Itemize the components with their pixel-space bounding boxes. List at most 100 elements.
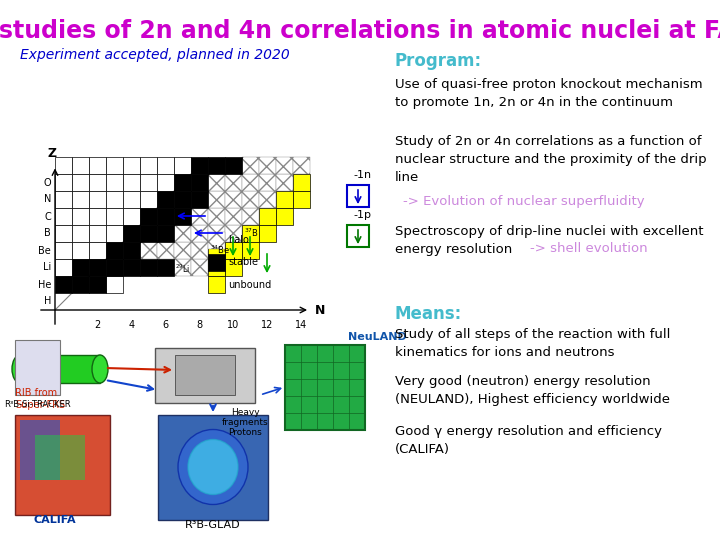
Bar: [72, 276, 89, 293]
Bar: [225, 191, 242, 208]
Text: unbound: unbound: [228, 280, 271, 289]
Text: -1n: -1n: [353, 170, 371, 180]
Bar: [208, 191, 225, 208]
Bar: [106, 259, 123, 276]
Bar: [157, 225, 174, 242]
Text: Means:: Means:: [395, 305, 462, 323]
Bar: [157, 174, 174, 191]
Bar: [157, 191, 174, 208]
Bar: [72, 259, 89, 276]
Text: -> Evolution of nuclear superfluidity: -> Evolution of nuclear superfluidity: [403, 195, 644, 208]
Bar: [191, 157, 208, 174]
Text: Study of 2n or 4n correlations as a function of
nuclear structure and the proxim: Study of 2n or 4n correlations as a func…: [395, 135, 706, 184]
Bar: [208, 259, 225, 276]
Bar: [174, 208, 191, 225]
Bar: [225, 259, 242, 276]
Bar: [140, 242, 157, 259]
Text: RIB from
Super-FRS: RIB from Super-FRS: [15, 388, 65, 410]
Bar: [55, 191, 72, 208]
Text: CALIFA: CALIFA: [34, 515, 76, 525]
Text: 8: 8: [197, 320, 202, 330]
Bar: [285, 345, 365, 430]
Text: Z: Z: [48, 147, 57, 160]
Text: $^{37}$B: $^{37}$B: [244, 227, 259, 239]
Text: Protons: Protons: [228, 428, 262, 437]
Text: Experiment accepted, planned in 2020: Experiment accepted, planned in 2020: [20, 48, 290, 62]
Bar: [208, 232, 225, 249]
Bar: [259, 174, 276, 191]
Bar: [242, 174, 259, 191]
Bar: [55, 208, 72, 225]
Text: N: N: [315, 303, 325, 316]
Bar: [55, 259, 72, 276]
Text: stable: stable: [228, 258, 258, 267]
Bar: [225, 208, 242, 225]
Bar: [225, 157, 242, 174]
Bar: [123, 225, 140, 242]
Bar: [72, 242, 89, 259]
Bar: [123, 242, 140, 259]
Bar: [55, 174, 72, 191]
Bar: [123, 157, 140, 174]
Bar: [242, 208, 259, 225]
Bar: [106, 225, 123, 242]
Bar: [225, 174, 242, 191]
Bar: [242, 157, 259, 174]
Bar: [123, 208, 140, 225]
Bar: [89, 225, 106, 242]
Bar: [140, 157, 157, 174]
Bar: [72, 208, 89, 225]
Text: Heavy
fragments: Heavy fragments: [222, 408, 269, 427]
Bar: [89, 191, 106, 208]
Bar: [123, 191, 140, 208]
Ellipse shape: [178, 429, 248, 504]
Text: 4: 4: [128, 320, 135, 330]
Bar: [191, 225, 208, 242]
Bar: [106, 174, 123, 191]
Text: Use of quasi-free proton knockout mechanism
to promote 1n, 2n or 4n in the conti: Use of quasi-free proton knockout mechan…: [395, 78, 703, 109]
Bar: [157, 157, 174, 174]
Bar: [191, 208, 208, 225]
Bar: [259, 225, 276, 242]
Bar: [157, 259, 174, 276]
Text: O: O: [43, 178, 51, 187]
Bar: [140, 191, 157, 208]
Bar: [158, 415, 268, 520]
Bar: [155, 348, 255, 403]
Bar: [276, 174, 293, 191]
Bar: [20, 420, 60, 480]
Text: R³B-GLAD: R³B-GLAD: [185, 520, 240, 530]
Bar: [191, 259, 208, 276]
Bar: [208, 225, 225, 242]
Text: He: He: [37, 280, 51, 289]
Bar: [225, 242, 242, 259]
Text: N=Z: N=Z: [58, 275, 73, 291]
Text: 2: 2: [94, 320, 101, 330]
Text: 6: 6: [163, 320, 168, 330]
Text: Li: Li: [42, 262, 51, 273]
Text: -> shell evolution: -> shell evolution: [530, 242, 647, 255]
Bar: [259, 157, 276, 174]
Bar: [89, 242, 106, 259]
Text: B: B: [44, 228, 51, 239]
Bar: [106, 276, 123, 293]
Bar: [20, 355, 100, 383]
Bar: [140, 225, 157, 242]
Bar: [208, 242, 225, 259]
Text: Spectroscopy of drip-line nuclei with excellent
energy resolution: Spectroscopy of drip-line nuclei with ex…: [395, 225, 703, 256]
Bar: [225, 225, 242, 242]
Bar: [106, 157, 123, 174]
Bar: [140, 208, 157, 225]
Bar: [175, 355, 235, 395]
Bar: [15, 415, 110, 515]
Text: 10: 10: [228, 320, 240, 330]
Text: 12: 12: [261, 320, 274, 330]
Text: R³B-Si-TRACKER: R³B-Si-TRACKER: [4, 400, 71, 409]
Text: -1p: -1p: [353, 210, 371, 220]
Bar: [347, 225, 369, 247]
Bar: [259, 208, 276, 225]
Bar: [72, 174, 89, 191]
Text: Good γ energy resolution and efficiency
(CALIFA): Good γ energy resolution and efficiency …: [395, 425, 662, 456]
Text: 14: 14: [295, 320, 307, 330]
Bar: [174, 225, 191, 242]
